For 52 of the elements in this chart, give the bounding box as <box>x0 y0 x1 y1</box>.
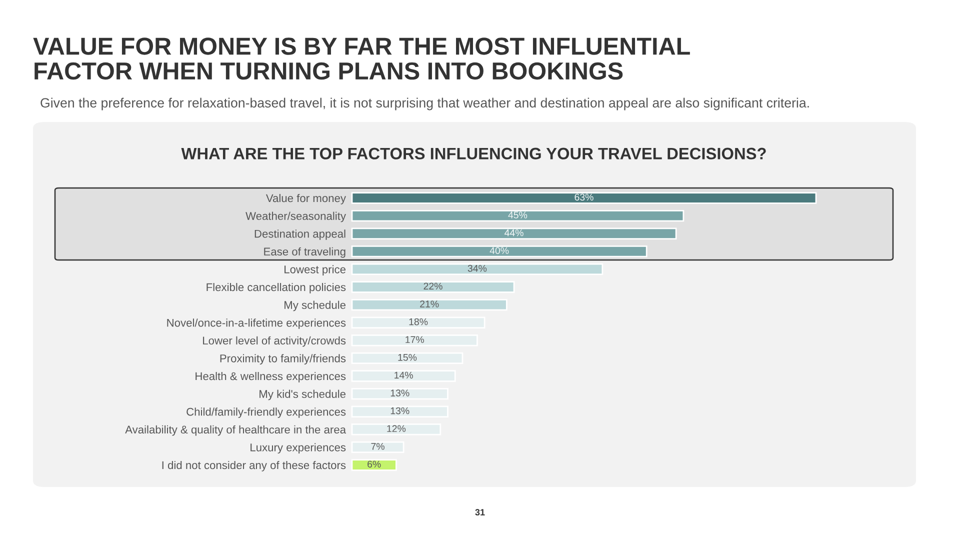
chart-subtitle: Given the preference for relaxation-based travel, it is not surprising that weather and destination appeal are also significant criteria. <box>40 98 809 110</box>
bar <box>351 210 684 222</box>
bar <box>351 441 404 454</box>
data-label: 13% <box>390 390 410 396</box>
y-tick-label: Child/family-friendly experiences <box>186 408 346 418</box>
data-label: 34% <box>468 264 487 272</box>
y-tick-label: My kid's schedule <box>260 390 346 400</box>
data-label: 13% <box>390 407 410 414</box>
data-label: 7% <box>371 442 384 450</box>
data-label: 63% <box>574 194 594 201</box>
chart-title: VALUE FOR MONEY IS BY FAR THE MOST INFLUENTIAL FACTOR WHEN TURNING PLANS INTO BOOKINGS <box>33 38 690 80</box>
bar <box>351 424 442 436</box>
text: 31 <box>475 509 485 516</box>
y-tick-label: Value for money <box>266 194 346 204</box>
data-label: 40% <box>490 247 509 254</box>
y-tick-label: Novel/once-in-a-lifetime experiences <box>167 318 346 329</box>
y-tick-label: Health & wellness experiences <box>196 372 346 382</box>
bar <box>351 298 508 311</box>
data-label: 45% <box>508 212 528 218</box>
y-tick-label: Availability & quality of healthcare in the area <box>125 425 346 436</box>
y-tick-label: Flexible cancellation policies <box>206 282 346 294</box>
y-tick-label: Destination appeal <box>254 230 346 240</box>
bar <box>351 263 604 276</box>
bar <box>351 406 448 418</box>
bar <box>351 228 677 240</box>
data-label: 12% <box>387 425 406 432</box>
bar <box>351 281 515 293</box>
data-label: 22% <box>424 282 442 290</box>
data-label: 6% <box>368 460 381 468</box>
bar <box>351 370 456 382</box>
bar <box>351 352 464 364</box>
y-tick-label: Lowest price <box>284 265 346 276</box>
data-label: 18% <box>409 318 428 326</box>
data-label: 14% <box>394 372 413 379</box>
bar <box>351 316 486 328</box>
bar <box>351 246 648 258</box>
bar <box>351 334 478 346</box>
text: WHAT ARE THE TOP FACTORS INFLUENCING YOUR TRAVEL DECISIONS? <box>181 148 766 160</box>
data-label: 44% <box>504 229 524 236</box>
y-tick-label: Lower level of activity/crowds <box>203 336 346 347</box>
bar <box>351 459 397 471</box>
data-label: 17% <box>406 336 424 343</box>
bar <box>351 192 817 204</box>
y-tick-label: Luxury experiences <box>250 443 346 454</box>
bar <box>351 388 448 400</box>
y-tick-label: Ease of traveling <box>264 247 346 258</box>
data-label: 21% <box>420 300 439 308</box>
data-label: 15% <box>398 354 417 361</box>
y-tick-label: Proximity to family/friends <box>220 354 346 365</box>
y-tick-label: My schedule <box>284 300 346 312</box>
y-tick-label: Weather/seasonality <box>246 212 346 222</box>
y-tick-label: I did not consider any of these factors <box>162 460 346 472</box>
